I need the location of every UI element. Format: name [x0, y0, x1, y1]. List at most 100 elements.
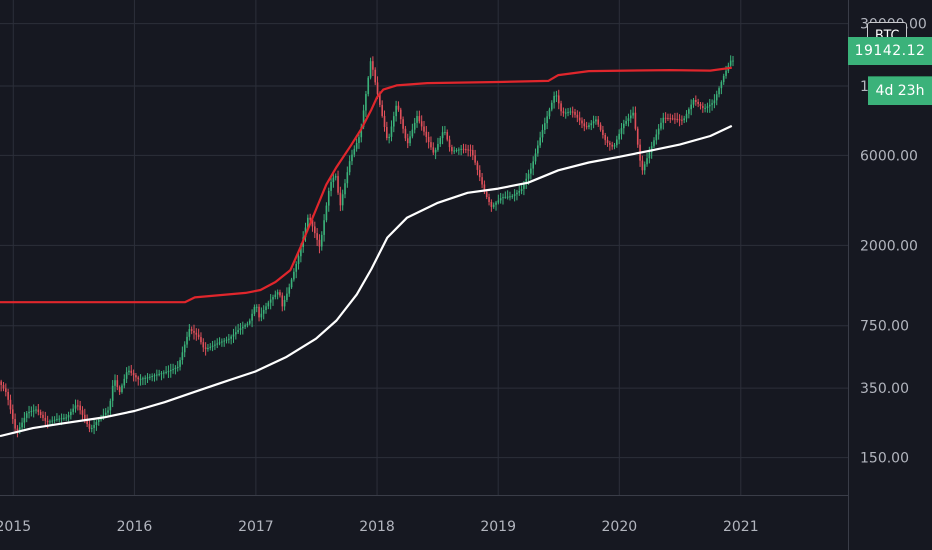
- candle-body: [251, 313, 253, 321]
- candle-body: [70, 411, 72, 416]
- candle-body: [490, 201, 493, 207]
- candle-body: [86, 419, 88, 425]
- candle-body: [297, 256, 300, 264]
- candle-body: [158, 373, 160, 375]
- candle-body: [130, 370, 133, 373]
- candle-body: [42, 414, 44, 418]
- candle-body: [172, 368, 174, 371]
- candle-body: [706, 106, 709, 108]
- candle-body: [643, 164, 646, 171]
- candle-body: [107, 410, 109, 413]
- candle-body: [174, 367, 177, 369]
- candle-body: [211, 345, 214, 347]
- candle-body: [667, 117, 669, 119]
- candle-body: [95, 422, 98, 425]
- candle-body: [272, 297, 274, 300]
- candle-body: [156, 374, 158, 376]
- candle-body: [469, 149, 472, 151]
- candle-body: [474, 155, 476, 163]
- candle-body: [569, 111, 572, 113]
- candle-body: [181, 352, 184, 361]
- candle-body: [606, 140, 609, 143]
- candle-body: [60, 418, 63, 420]
- candle-body: [516, 192, 518, 195]
- candle-body: [74, 405, 77, 409]
- candle-body: [58, 418, 61, 420]
- candle-body: [602, 129, 604, 135]
- candle-body: [657, 128, 660, 135]
- candle-body: [313, 226, 316, 234]
- candle-body: [332, 177, 335, 183]
- candle-body: [56, 419, 58, 421]
- candle-body: [604, 134, 607, 141]
- candles: [0, 55, 734, 438]
- candle-body: [274, 294, 277, 298]
- candle-body: [611, 144, 613, 147]
- y-tick-label: 750.00: [860, 319, 909, 335]
- candle-body: [381, 104, 383, 116]
- candle-body: [283, 300, 286, 307]
- candle-body: [344, 183, 346, 195]
- candle-body: [681, 119, 683, 121]
- candle-body: [311, 219, 314, 227]
- candle-body: [541, 129, 544, 138]
- candle-body: [269, 299, 272, 303]
- candle-body: [337, 176, 339, 193]
- moving-averages: [0, 66, 733, 438]
- candle-body: [432, 147, 435, 153]
- candle-body: [411, 129, 414, 137]
- candle-body: [339, 192, 342, 206]
- candle-body: [146, 377, 149, 379]
- moving-average-line-white: [0, 124, 733, 438]
- candle-body: [388, 136, 390, 139]
- candle-body: [30, 411, 33, 413]
- candle-body: [576, 114, 579, 118]
- candle-body: [460, 148, 462, 150]
- x-tick-label: 2021: [723, 519, 759, 535]
- candle-body: [14, 418, 16, 429]
- candle-body: [413, 122, 416, 130]
- candle-body: [441, 132, 444, 139]
- candle-body: [462, 148, 465, 150]
- candle-body: [492, 204, 495, 207]
- candle-body: [634, 112, 637, 129]
- candle-body: [416, 116, 418, 123]
- candle-body: [241, 326, 244, 329]
- candle-body: [39, 411, 42, 415]
- candle-body: [37, 409, 40, 412]
- candle-body: [397, 105, 400, 110]
- candle-body: [685, 113, 688, 119]
- candle-body: [718, 88, 720, 95]
- candle-body: [139, 378, 142, 380]
- candle-body: [116, 380, 119, 388]
- candle-body: [235, 332, 237, 335]
- candle-body: [132, 372, 135, 376]
- candle-body: [465, 149, 467, 151]
- candle-body: [225, 339, 228, 341]
- y-tick-label: 150.00: [860, 451, 909, 467]
- candle-body: [239, 328, 242, 331]
- candle-body: [599, 124, 602, 130]
- candle-body: [121, 385, 123, 393]
- candle-body: [188, 329, 191, 337]
- candle-body: [543, 123, 546, 130]
- candle-body: [300, 247, 302, 257]
- candle-body: [190, 329, 193, 331]
- candle-body: [160, 373, 163, 375]
- candle-body: [23, 417, 26, 423]
- candle-body: [511, 195, 514, 197]
- candle-body: [334, 176, 337, 178]
- candle-body: [63, 417, 65, 419]
- candle-body: [318, 239, 321, 247]
- candle-body: [590, 123, 593, 126]
- candle-body: [711, 103, 713, 105]
- candle-body: [418, 116, 421, 122]
- candle-body: [406, 138, 409, 144]
- candle-body: [348, 161, 351, 173]
- candle-body: [197, 334, 200, 337]
- candle-body: [562, 111, 565, 114]
- candle-body: [530, 168, 532, 174]
- last-price-tag: 19142.12: [848, 37, 932, 65]
- candle-body: [346, 172, 349, 184]
